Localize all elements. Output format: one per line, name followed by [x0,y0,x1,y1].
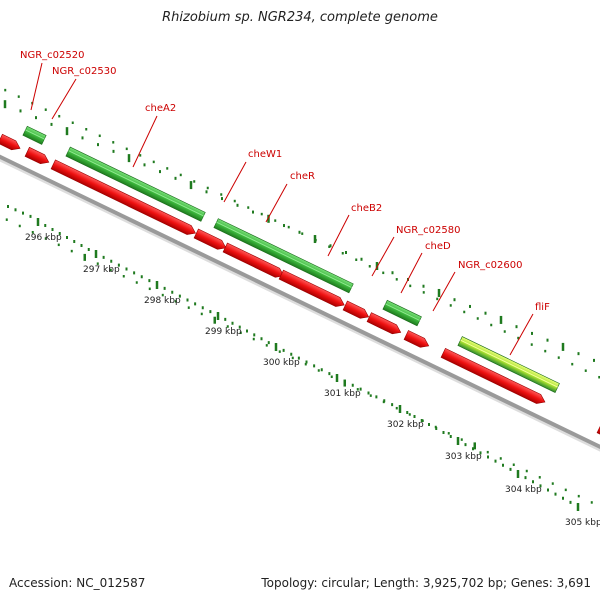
gene-reverse-7 [342,300,370,319]
gene-reverse-11 [596,423,600,439]
gene-reverse-9 [403,330,430,348]
axis-tick-label: 302 kbp [387,420,424,430]
gene-reverse-5 [222,242,285,278]
gene-label: NGR_c02580 [396,225,461,236]
gene-reverse-10 [440,347,546,404]
gene-label-leader [30,62,43,111]
gene-label-leader [371,236,395,277]
axis-tick-label: 301 kbp [324,389,361,399]
axis-tick-label: 303 kbp [445,452,482,462]
gene-forward-fliF [457,336,560,393]
gene-label-leader [265,183,288,223]
axis-tick-label: 300 kbp [263,358,300,368]
gene-forward-1 [22,125,47,145]
genome-summary-text: Topology: circular; Length: 3,925,702 bp… [261,576,591,590]
gene-reverse-6 [278,269,345,307]
gene-reverse-2 [24,146,50,165]
axis-tick-label: 297 kbp [83,265,120,275]
accession-text: Accession: NC_012587 [9,576,146,590]
gene-label-leader [51,78,77,120]
gene-label-leader [132,115,158,168]
gene-label: cheR [290,171,315,182]
gene-forward-cheA2 [65,146,206,222]
gene-label: NGR_c02600 [458,260,523,271]
gene-label: fliF [535,302,550,313]
gene-reverse-3 [50,159,196,235]
gene-forward-cheW1-cheR-cheB2 [213,218,354,294]
axis-tick-label: 304 kbp [505,485,542,495]
gene-forward-cheD [382,299,422,327]
gene-label-leader [509,313,534,356]
map-title: Rhizobium sp. NGR234, complete genome [162,10,438,25]
gene-label-leader [327,214,350,257]
gene-label-leader [400,252,423,294]
backbone-line [0,154,600,450]
axis-tick-label: 298 kbp [144,296,181,306]
axis-tick-label: 296 kbp [25,233,62,243]
gene-label: cheB2 [351,203,382,214]
gene-label: cheD [425,241,451,252]
gene-reverse-4 [193,228,227,250]
gene-label: cheA2 [145,103,176,114]
gene-label: NGR_c02520 [20,50,85,61]
gene-label: NGR_c02530 [52,66,117,77]
axis-tick-label: 305 kbp [565,518,600,528]
gene-reverse-8 [366,312,402,335]
axis-tick-label: 299 kbp [205,327,242,337]
gene-label-leader [432,271,456,312]
gene-reverse-1 [0,133,21,151]
gene-label: cheW1 [248,149,282,160]
gene-label-leader [223,161,247,203]
